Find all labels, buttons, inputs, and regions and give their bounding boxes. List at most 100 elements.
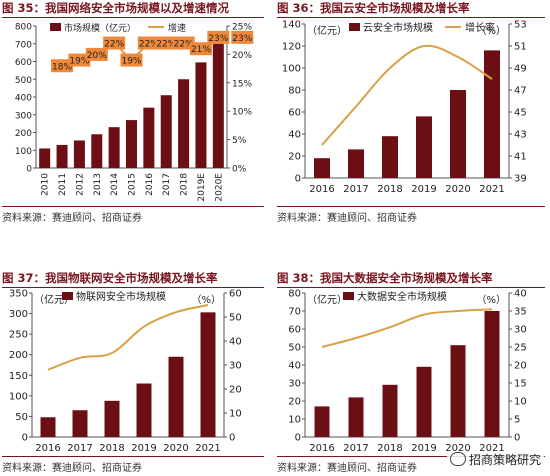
y-tick-label-right: 10 <box>514 397 527 408</box>
legend-label-line: 增长率 <box>465 21 495 34</box>
x-tick-label: 2016 <box>35 443 60 454</box>
x-tick-label: 2017 <box>343 443 368 454</box>
y-tick-label-right: 0 <box>229 433 235 444</box>
y-tick-label-right: 0% <box>232 165 247 175</box>
legend-label-bar: 物联网安全市场规模 <box>76 290 166 303</box>
x-tick-label: 2010 <box>41 173 51 196</box>
y-tick-label-left: 60 <box>288 325 301 336</box>
y-tick-label-left: 100 <box>282 64 301 75</box>
data-label-text: 22% <box>156 40 176 50</box>
y-tick-label-right: 5 <box>514 415 520 426</box>
data-label-box <box>189 42 212 56</box>
y-tick-label-right: 0 <box>514 433 520 444</box>
y-tick-label-left: 80 <box>288 289 301 300</box>
y-tick-label-left: 200 <box>15 129 32 139</box>
chart-panel-36: 图 36：我国云安全市场规模及增长率 0 20 40 60 80 100 120 140 39 4… <box>277 0 545 232</box>
chart-plot: 0 100 200 300 400 500 600 700 800 0% 5% 10% 15% 20% 25… <box>15 22 254 202</box>
y-tick-label-left: 300 <box>9 309 28 320</box>
y-tick-label-left: 0 <box>295 174 301 185</box>
title-divider <box>2 287 264 288</box>
x-tick-label: 2020 <box>445 443 470 454</box>
y-tick-label-left: 0 <box>26 165 32 175</box>
chart-plot: 0 20 40 60 80 100 120 140 39 41 43 45 47 49 51 53 （亿元） （%… <box>282 20 527 196</box>
y-tick-label-right: 40 <box>229 337 242 348</box>
y-tick-label-right: 20 <box>514 361 527 372</box>
y-tick-label-left: 0 <box>22 433 28 444</box>
y-tick-label-right: 47 <box>514 86 527 97</box>
x-tick-label: 2016 <box>145 173 155 196</box>
y-tick-label-left: 40 <box>288 130 301 141</box>
x-tick-label: 2021 <box>479 184 504 195</box>
source-note: 资料来源：赛迪顾问、招商证券 <box>2 463 142 474</box>
bar <box>136 383 152 437</box>
x-tick-label: 2012 <box>75 173 85 196</box>
title-divider <box>2 17 264 18</box>
chart-panel-38: 图 38：我国大数据安全市场规模及增长率 0 10 20 30 40 50 60 70 80 0 5… <box>277 270 545 476</box>
x-tick-label: 2014 <box>110 173 120 196</box>
y-tick-label-right: 20 <box>229 385 242 396</box>
data-label-text: 18% <box>52 62 72 72</box>
bar <box>382 384 398 437</box>
data-label-text: 19% <box>121 57 141 67</box>
data-label-text: 22% <box>174 40 194 50</box>
title-divider <box>277 287 545 288</box>
source-note: 资料来源：赛迪顾问、招商证券 <box>2 213 142 224</box>
y-tick-label-left: 120 <box>282 42 301 53</box>
y-tick-label-left: 20 <box>288 397 301 408</box>
bar <box>200 312 216 437</box>
x-tick-label: 2018 <box>377 184 402 195</box>
y-tick-label-right: 40 <box>514 289 527 300</box>
y-tick-label-right: 30 <box>514 325 527 336</box>
y-tick-label-right: 41 <box>514 152 527 163</box>
chart-panel-37: 图 37：我国物联网安全市场规模及增长率 0 50 100 150 200 250 300 3… <box>2 270 270 476</box>
data-label-box <box>51 59 74 73</box>
y-axis-label-left: （亿元） <box>307 24 347 37</box>
source-note: 资料来源：赛迪顾问、招商证券 <box>277 213 417 224</box>
legend-label-bar: 大数据安全市场规模 <box>357 290 447 303</box>
bar <box>212 43 224 168</box>
y-tick-label-left: 250 <box>9 330 28 341</box>
y-tick-label-left: 300 <box>15 111 32 121</box>
bar <box>56 144 68 168</box>
x-tick-label: 2011 <box>58 173 68 196</box>
data-label-text: 20% <box>87 51 107 61</box>
y-tick-label-left: 50 <box>288 343 301 354</box>
y-tick-label-left: 350 <box>9 289 28 300</box>
y-tick-label-right: 25 <box>514 343 527 354</box>
bar <box>450 90 466 178</box>
y-tick-label-right: 20% <box>232 51 252 61</box>
data-label: 22% <box>155 36 178 50</box>
bar <box>40 417 56 437</box>
y-tick-label-left: 0 <box>295 433 301 444</box>
data-label-text: 22% <box>104 40 124 50</box>
y-tick-label-left: 700 <box>15 40 32 50</box>
data-label: 22% <box>103 36 126 50</box>
bar <box>348 397 364 437</box>
y-tick-label-left: 600 <box>15 58 32 68</box>
bar <box>450 345 466 437</box>
x-tick-label: 2017 <box>67 443 92 454</box>
bar <box>195 62 207 169</box>
data-label-box <box>137 36 160 50</box>
y-tick-label-right: 51 <box>514 42 527 53</box>
data-label-box <box>85 47 108 61</box>
y-tick-label-left: 10 <box>288 415 301 426</box>
x-tick-label: 2019 <box>411 184 436 195</box>
footer-divider <box>277 206 545 207</box>
data-label: 22% <box>137 36 160 50</box>
y-tick-label-right: 35 <box>514 307 527 318</box>
legend-swatch-bar <box>62 292 73 300</box>
footer-divider <box>2 206 264 207</box>
x-tick-label: 2016 <box>309 443 334 454</box>
y-tick-label-left: 100 <box>9 391 28 402</box>
source-note: 资料来源：赛迪顾问、招商证券 <box>277 463 417 474</box>
data-label-text: 23% <box>208 34 228 44</box>
y-tick-label-left: 100 <box>15 147 32 157</box>
footer-divider <box>2 456 264 457</box>
watermark-text: 招商策略研究 <box>468 453 541 467</box>
bar <box>348 149 364 178</box>
bar <box>73 140 85 168</box>
chart-title: 图 38：我国大数据安全市场规模及增长率 <box>277 271 493 285</box>
footer-divider <box>277 456 545 457</box>
